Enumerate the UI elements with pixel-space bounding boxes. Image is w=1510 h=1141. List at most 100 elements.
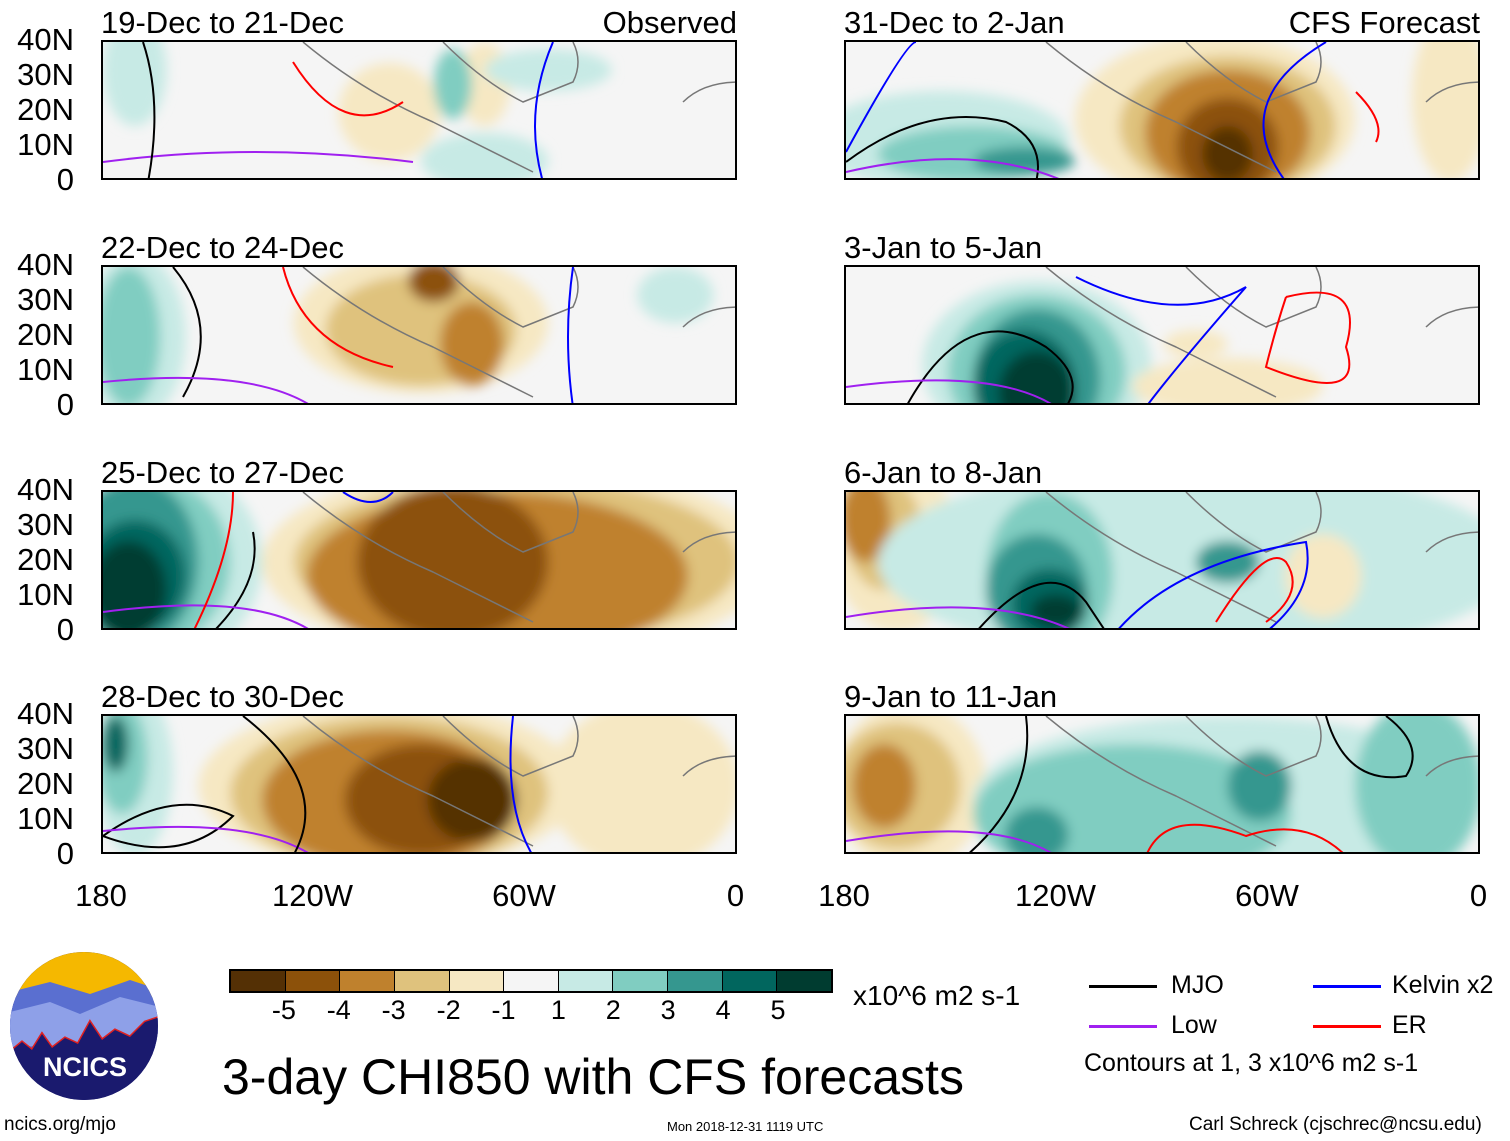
coastline	[1045, 267, 1478, 398]
field-blob	[846, 492, 891, 562]
field-blob	[1354, 716, 1478, 852]
legend-er-line	[1313, 1025, 1381, 1028]
y-tick-label: 10N	[17, 801, 74, 836]
colorbar-label: -3	[381, 995, 406, 1025]
y-tick-label: 10N	[17, 577, 74, 612]
field-blob	[637, 267, 714, 323]
y-tick-label: 0	[56, 387, 74, 422]
contour-line	[1355, 91, 1380, 143]
field-blob	[1284, 534, 1362, 618]
x-tick-label: 120W	[1015, 878, 1096, 913]
field-blob	[103, 42, 167, 126]
colorbar-swatch	[231, 971, 286, 991]
legend-low-line	[1089, 1025, 1157, 1028]
contour-line	[846, 830, 1052, 852]
field-blob	[357, 492, 549, 628]
contour-line	[292, 61, 404, 117]
y-tick-label: 0	[56, 162, 74, 197]
colorbar-label: 4	[715, 995, 731, 1025]
colorbar-label: -2	[436, 995, 461, 1025]
field-blob	[1195, 541, 1260, 583]
contour-line	[1075, 276, 1247, 403]
contour-line	[1264, 291, 1351, 384]
colorbar-swatch	[449, 971, 505, 991]
map-panel	[101, 40, 737, 180]
colorbar-swatch	[504, 971, 559, 991]
contour-line	[103, 604, 309, 628]
y-tick-label: 30N	[17, 282, 74, 317]
x-tick-label: 0	[726, 878, 745, 913]
contour-line	[215, 531, 256, 628]
contour-line	[342, 492, 394, 503]
y-tick-label: 40N	[17, 247, 74, 282]
contour-line	[1325, 716, 1414, 779]
field-blob	[338, 63, 441, 161]
panel-title: 22-Dec to 24-Dec	[101, 230, 344, 265]
y-tick-label: 20N	[17, 317, 74, 352]
coastline	[1045, 716, 1478, 847]
legend-er-label: ER	[1392, 1011, 1427, 1039]
colorbar-swatch	[394, 971, 450, 991]
contour-line	[846, 379, 1052, 403]
field-blob	[1202, 126, 1254, 178]
panel-title: 31-Dec to 2-Jan	[844, 5, 1065, 40]
y-tick-label: 30N	[17, 507, 74, 542]
field-blob	[421, 133, 549, 178]
panel-title: 9-Jan to 11-Jan	[844, 679, 1058, 714]
y-tick-label: 40N	[17, 472, 74, 507]
x-tick-label: 180	[818, 878, 870, 913]
x-tick-label: 120W	[272, 878, 353, 913]
y-tick-label: 10N	[17, 127, 74, 162]
contour-line	[1146, 823, 1344, 852]
coastline	[302, 492, 735, 623]
contour-line	[282, 267, 394, 368]
y-tick-label: 30N	[17, 731, 74, 766]
field-blob	[103, 716, 129, 772]
map-panel	[844, 490, 1480, 630]
colorbar-swatch	[285, 971, 341, 991]
contour-line	[846, 158, 1059, 178]
contour-line	[567, 267, 574, 403]
contour-line	[103, 151, 414, 163]
field-blob	[433, 49, 472, 119]
field-blob	[973, 147, 1075, 175]
colorbar-swatch	[558, 971, 614, 991]
colorbar-label: 3	[660, 995, 676, 1025]
contour-line	[509, 716, 532, 852]
y-tick-label: 0	[56, 836, 74, 871]
contour-line	[142, 42, 156, 178]
y-tick-label: 40N	[17, 696, 74, 731]
field-blob	[103, 267, 161, 403]
colorbar-swatch	[777, 971, 832, 991]
legend-kelvin-line	[1313, 985, 1381, 988]
map-panel	[101, 490, 737, 630]
colorbar-swatch	[613, 971, 669, 991]
coastline	[302, 267, 735, 398]
legend-kelvin-label: Kelvin x2	[1392, 971, 1494, 999]
map-panel	[101, 265, 737, 405]
legend-mjo-label: MJO	[1171, 971, 1224, 999]
map-panel	[844, 265, 1480, 405]
contour-line	[1262, 42, 1327, 178]
x-tick-label: 60W	[492, 878, 556, 913]
y-tick-label: 0	[56, 612, 74, 647]
contour-line	[1118, 540, 1309, 628]
ncics-logo: NCICS	[10, 952, 158, 1100]
legend-note: Contours at 1, 3 x10^6 m2 s-1	[1084, 1049, 1419, 1077]
y-tick-label: 30N	[17, 57, 74, 92]
contour-line	[193, 492, 234, 628]
colorbar	[229, 969, 833, 993]
footer-url[interactable]: ncics.org/mjo	[4, 1114, 116, 1135]
map-panel	[844, 714, 1480, 854]
colorbar-swatch	[668, 971, 723, 991]
colorbar-swatch	[722, 971, 778, 991]
coastline	[1045, 42, 1478, 173]
field-blob	[852, 744, 916, 828]
footer-timestamp: Mon 2018-12-31 1119 UTC	[667, 1119, 824, 1134]
panel-title: 28-Dec to 30-Dec	[101, 679, 344, 714]
x-tick-label: 180	[75, 878, 127, 913]
contour-line	[534, 42, 554, 178]
x-tick-label: 60W	[1235, 878, 1299, 913]
panel-label: CFS Forecast	[1288, 5, 1480, 40]
y-tick-label: 20N	[17, 542, 74, 577]
